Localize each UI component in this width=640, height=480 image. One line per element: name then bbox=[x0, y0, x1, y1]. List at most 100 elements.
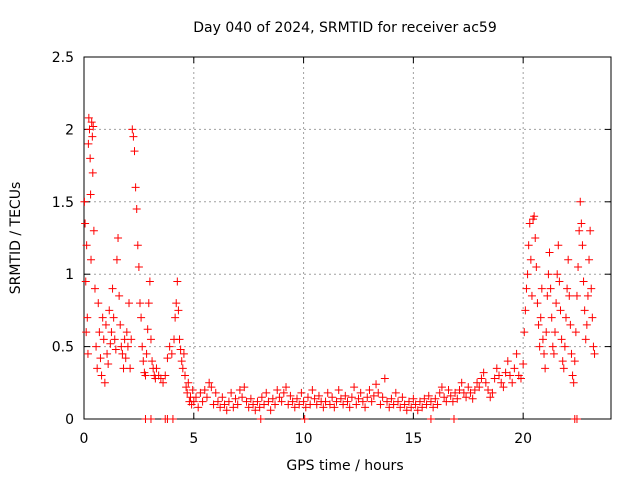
data-point bbox=[587, 284, 596, 293]
data-point bbox=[288, 397, 297, 406]
data-point bbox=[135, 299, 144, 308]
data-point bbox=[549, 349, 558, 358]
data-point bbox=[512, 349, 521, 358]
data-point bbox=[537, 284, 546, 293]
zero-point bbox=[168, 415, 177, 423]
data-point bbox=[93, 364, 102, 373]
data-point bbox=[538, 335, 547, 344]
data-point bbox=[299, 397, 308, 406]
data-point bbox=[378, 393, 387, 402]
data-point bbox=[546, 284, 555, 293]
data-point bbox=[249, 400, 258, 409]
data-point bbox=[470, 386, 479, 395]
data-point bbox=[526, 255, 535, 264]
data-point bbox=[90, 284, 99, 293]
data-point bbox=[319, 403, 328, 412]
data-point bbox=[585, 255, 594, 264]
data-point bbox=[188, 386, 197, 395]
data-point bbox=[121, 354, 130, 363]
data-point bbox=[82, 328, 91, 337]
data-point bbox=[501, 368, 510, 377]
data-point bbox=[310, 394, 319, 403]
data-point bbox=[374, 388, 383, 397]
data-point bbox=[535, 342, 544, 351]
data-point bbox=[531, 234, 540, 242]
data-point bbox=[361, 403, 370, 412]
data-point bbox=[577, 219, 586, 228]
data-point bbox=[122, 328, 131, 337]
data-point bbox=[534, 320, 543, 329]
data-point bbox=[544, 270, 553, 279]
data-point bbox=[569, 378, 578, 387]
data-point bbox=[105, 306, 114, 315]
data-point bbox=[551, 328, 560, 337]
data-point bbox=[462, 393, 471, 402]
data-point bbox=[97, 371, 106, 380]
data-point bbox=[372, 380, 381, 389]
data-point bbox=[292, 394, 301, 403]
chart-title: Day 040 of 2024, SRMTID for receiver ac5… bbox=[193, 20, 497, 36]
zero-point bbox=[572, 415, 581, 423]
data-point bbox=[343, 397, 352, 406]
data-point bbox=[525, 219, 534, 228]
data-point bbox=[182, 383, 191, 392]
data-point bbox=[574, 262, 583, 271]
data-point bbox=[231, 394, 240, 403]
data-point bbox=[275, 393, 284, 402]
data-point bbox=[104, 359, 113, 368]
data-point bbox=[257, 393, 266, 402]
data-point bbox=[103, 349, 112, 358]
data-point bbox=[402, 406, 411, 415]
data-point bbox=[524, 241, 533, 250]
data-point bbox=[134, 262, 143, 271]
data-point bbox=[332, 397, 341, 406]
data-point bbox=[144, 299, 153, 308]
data-series bbox=[80, 113, 599, 423]
data-point bbox=[111, 345, 120, 354]
data-point bbox=[277, 397, 286, 406]
data-point bbox=[575, 226, 584, 235]
data-point bbox=[580, 306, 589, 315]
data-point bbox=[411, 400, 420, 409]
data-point bbox=[128, 125, 137, 134]
data-point bbox=[367, 397, 376, 406]
data-point bbox=[387, 394, 396, 403]
data-point bbox=[520, 328, 529, 337]
data-point bbox=[87, 118, 96, 127]
x-axis: 0 5 10 15 20 bbox=[80, 57, 532, 447]
data-point bbox=[312, 400, 321, 409]
data-point bbox=[220, 400, 229, 409]
data-point bbox=[446, 391, 455, 400]
data-point bbox=[83, 349, 92, 358]
data-point bbox=[282, 383, 291, 392]
data-point bbox=[328, 393, 337, 402]
data-point bbox=[266, 406, 275, 415]
data-point bbox=[81, 277, 90, 286]
data-point bbox=[565, 291, 574, 300]
data-point bbox=[191, 393, 200, 402]
data-point bbox=[522, 284, 531, 293]
data-point bbox=[570, 357, 579, 366]
data-point bbox=[457, 378, 466, 387]
data-point bbox=[264, 397, 273, 406]
data-point bbox=[556, 306, 565, 315]
data-point bbox=[179, 349, 188, 358]
data-point bbox=[583, 291, 592, 300]
data-point bbox=[209, 400, 218, 409]
data-point bbox=[383, 397, 392, 406]
data-point bbox=[553, 270, 562, 279]
data-point bbox=[341, 391, 350, 400]
data-point bbox=[540, 349, 549, 358]
data-point bbox=[207, 383, 216, 392]
data-point bbox=[339, 400, 348, 409]
data-point bbox=[253, 397, 262, 406]
data-point bbox=[238, 393, 247, 402]
data-point bbox=[87, 255, 96, 264]
data-point bbox=[541, 364, 550, 373]
data-point bbox=[89, 226, 98, 235]
data-point bbox=[143, 325, 152, 334]
data-point bbox=[84, 113, 93, 122]
data-point bbox=[273, 386, 282, 395]
data-point bbox=[200, 386, 209, 395]
x-tick-label: 15 bbox=[404, 431, 422, 447]
